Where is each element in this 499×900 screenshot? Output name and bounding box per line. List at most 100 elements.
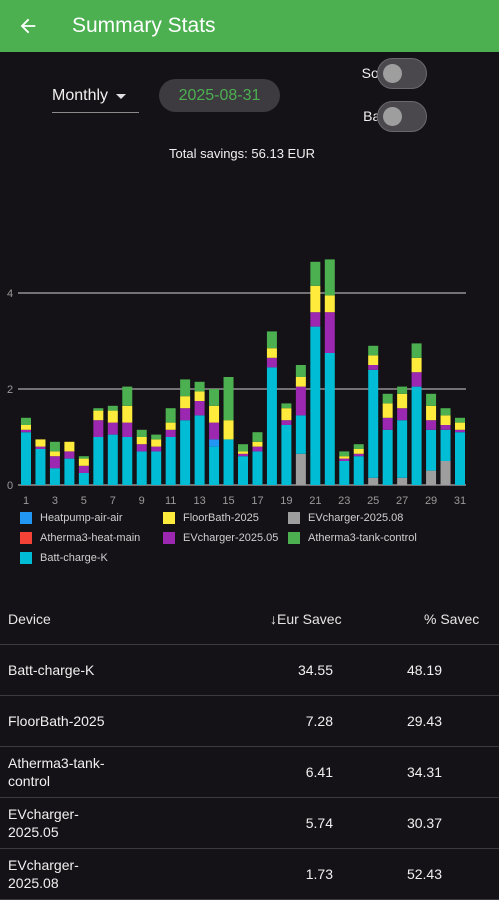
bar-segment <box>122 405 133 423</box>
eur-saved-cell: 6.41 <box>305 764 333 780</box>
x-tick-label: 13 <box>193 495 205 507</box>
legend-label: Atherma3-heat-main <box>40 532 141 544</box>
bar-segment <box>107 422 118 435</box>
bar-segment <box>295 386 306 416</box>
bar-segment <box>49 456 60 469</box>
bar-segment <box>426 405 437 421</box>
bar-segment <box>382 429 393 485</box>
x-tick-label: 7 <box>110 495 116 507</box>
bar-segment <box>455 422 465 430</box>
x-tick-label: 27 <box>396 495 408 507</box>
bar-segment <box>78 473 89 485</box>
bar-segment <box>238 453 248 457</box>
caret-down-icon <box>116 93 127 99</box>
bar-segment <box>64 451 75 459</box>
x-tick-label: 29 <box>425 495 437 507</box>
legend-item: EVcharger-2025.05 <box>163 532 278 544</box>
legend-item: Batt-charge-K <box>20 552 108 564</box>
solar-toggle-switch[interactable] <box>377 58 427 89</box>
table-row[interactable]: Atherma3-tank-control 6.41 34.31 <box>0 747 499 798</box>
bar-segment <box>107 410 118 423</box>
bar-segment <box>64 441 75 452</box>
bar-segment <box>339 456 350 459</box>
bar-segment <box>35 439 46 447</box>
bar-segment <box>382 403 393 418</box>
legend-item: Atherma3-heat-main <box>20 532 140 544</box>
switch-knob <box>383 107 402 126</box>
bar-segment <box>353 453 364 457</box>
bar-segment <box>223 439 234 485</box>
bar-segment <box>180 420 191 485</box>
bar-segment <box>397 420 408 478</box>
bar-segment <box>295 365 306 377</box>
pct-saved-cell: 30.37 <box>406 815 442 831</box>
bar-segment <box>411 343 422 358</box>
bar-segment <box>78 465 89 473</box>
bar-segment <box>49 451 60 457</box>
table-row[interactable]: FloorBath-2025 7.28 29.43 <box>0 696 499 747</box>
legend-label: Atherma3-tank-control <box>308 532 417 544</box>
legend-item: Atherma3-tank-control <box>288 532 417 544</box>
bar-segment <box>64 458 75 485</box>
back-button[interactable] <box>2 0 54 52</box>
app-bar: Summary Stats <box>0 0 499 52</box>
bar-segment <box>238 444 248 452</box>
legend-label: Heatpump-air-air <box>40 512 123 524</box>
batt-toggle-switch[interactable] <box>377 101 427 132</box>
pct-saved-cell: 48.19 <box>406 662 442 678</box>
bar-segment <box>136 429 147 437</box>
bar-segment <box>339 458 350 461</box>
bar-segment <box>281 425 292 485</box>
bar-segment <box>93 420 104 437</box>
date-picker-button[interactable]: 2025-08-31 <box>159 79 280 112</box>
eur-saved-cell: 7.28 <box>305 713 333 729</box>
bar-segment <box>295 453 306 485</box>
bar-segment <box>93 410 104 421</box>
bar-segment <box>35 446 46 449</box>
bar-segment <box>151 434 162 440</box>
bar-segment <box>411 386 422 485</box>
legend-label: Batt-charge-K <box>40 552 108 564</box>
legend-swatch <box>20 512 32 524</box>
bar-segment <box>165 429 176 437</box>
bar-segment <box>238 451 248 454</box>
legend-label: EVcharger-2025.08 <box>308 512 404 524</box>
bar-segment <box>324 353 335 485</box>
eur-saved-cell: 1.73 <box>305 866 333 882</box>
bar-segment <box>397 386 408 394</box>
bar-segment <box>397 393 408 409</box>
bar-segment <box>440 429 451 461</box>
x-tick-label: 17 <box>251 495 263 507</box>
x-tick-label: 19 <box>280 495 292 507</box>
column-header-pct-saved[interactable]: % Savec <box>424 611 480 627</box>
pct-saved-cell: 52.43 <box>406 866 442 882</box>
x-tick-label: 11 <box>165 495 176 507</box>
device-cell: Atherma3-tank-control <box>8 755 105 789</box>
period-dropdown[interactable]: Monthly <box>52 80 139 113</box>
table-row[interactable]: Batt-charge-K 34.55 48.19 <box>0 645 499 696</box>
bar-segment <box>295 377 306 387</box>
bar-segment <box>107 434 118 485</box>
column-header-device[interactable]: Device <box>8 611 51 627</box>
bar-segment <box>353 456 364 485</box>
x-tick-label: 5 <box>81 495 87 507</box>
column-header-eur-saved[interactable]: ↓Eur Savec <box>270 611 342 627</box>
bar-segment <box>21 425 31 430</box>
bar-segment <box>21 432 31 485</box>
bar-segment <box>368 345 379 356</box>
table-header: Device ↓Eur Savec % Savec <box>0 596 499 645</box>
device-cell: EVcharger-2025.05 <box>8 806 79 840</box>
bar-segment <box>310 261 321 286</box>
bar-segment <box>49 441 60 452</box>
pct-saved-cell: 34.31 <box>406 764 442 780</box>
table-row[interactable]: EVcharger-2025.05 5.74 30.37 <box>0 798 499 849</box>
date-value: 2025-08-31 <box>178 86 261 104</box>
bar-segment <box>440 461 451 485</box>
bar-segment <box>194 391 205 401</box>
table-row[interactable]: EVcharger-2025.08 1.73 52.43 <box>0 849 499 900</box>
bar-segment <box>368 369 379 478</box>
bar-segment <box>252 451 263 485</box>
bar-segment <box>209 389 220 406</box>
bar-segment <box>78 456 89 459</box>
